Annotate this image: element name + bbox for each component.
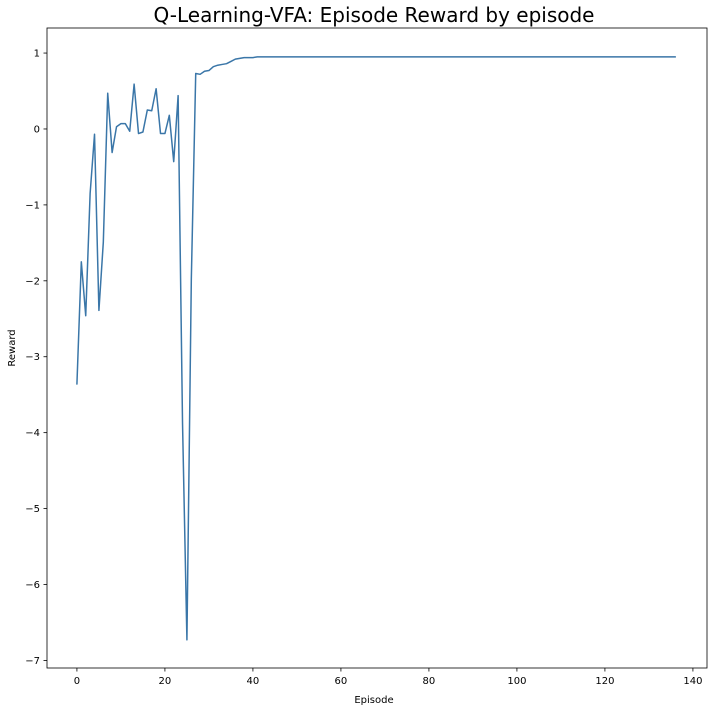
x-axis-label: Episode (354, 695, 393, 706)
x-axis: 0 20 40 60 80 100 120 140 (74, 668, 702, 687)
x-tick-label: 60 (335, 676, 348, 687)
x-tick-label: 40 (247, 676, 260, 687)
y-axis: 1 0 −1 −2 −3 −4 −5 −6 −7 (25, 49, 47, 667)
y-tick-label: −4 (25, 428, 40, 439)
y-tick-label: −2 (25, 276, 40, 287)
x-tick-label: 120 (595, 676, 614, 687)
plot-area (46, 27, 708, 669)
y-tick-label: −5 (25, 504, 40, 515)
chart-title: Q-Learning-VFA: Episode Reward by episod… (153, 3, 594, 27)
x-tick-label: 80 (423, 676, 436, 687)
y-tick-label: 1 (34, 49, 40, 60)
x-tick-label: 0 (74, 676, 80, 687)
x-tick-label: 140 (683, 676, 702, 687)
axes-frame (46, 27, 708, 669)
x-tick-label: 100 (507, 676, 526, 687)
y-tick-label: −7 (25, 656, 40, 667)
x-tick-label: 20 (159, 676, 172, 687)
y-tick-label: 0 (34, 124, 40, 135)
y-tick-label: −6 (25, 580, 40, 591)
y-tick-label: −1 (25, 200, 40, 211)
reward-series-line (76, 56, 677, 641)
y-axis-label: Reward (7, 329, 18, 366)
y-tick-label: −3 (25, 352, 40, 363)
